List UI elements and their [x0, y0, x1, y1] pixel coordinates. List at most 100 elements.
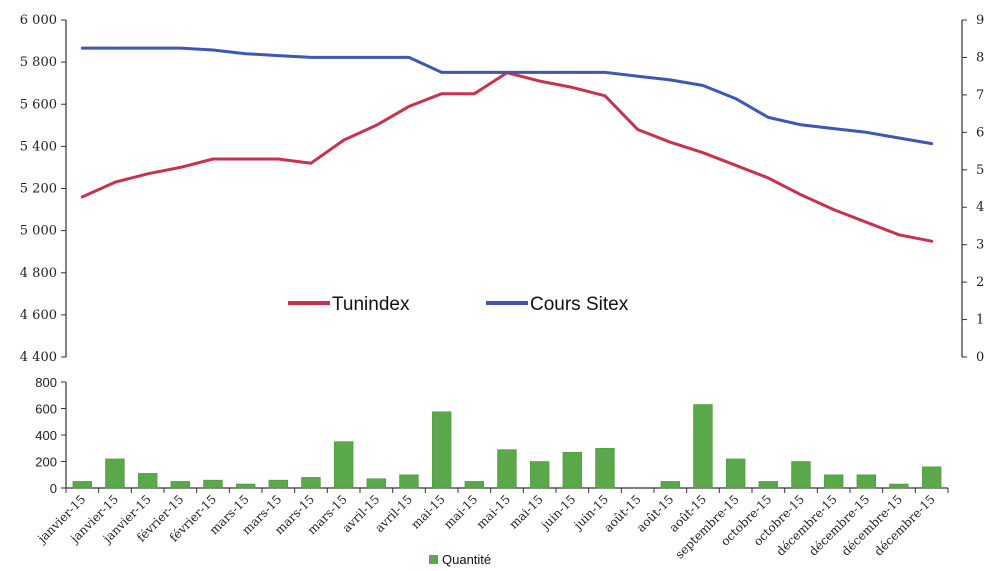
- bar-quantite: [170, 481, 191, 489]
- series-point-tunindex: [440, 92, 443, 95]
- series-point-cours-sitex: [440, 71, 443, 74]
- legend-label-quantite: Quantité: [442, 552, 491, 567]
- bar-quantite: [105, 458, 125, 489]
- bar-quantite: [268, 479, 289, 489]
- series-point-tunindex: [701, 151, 705, 154]
- series-point-cours-sitex: [636, 75, 639, 78]
- left-y-tick-label: 4 400: [20, 350, 57, 365]
- series-point-tunindex: [244, 157, 247, 161]
- bar-quantite: [856, 474, 877, 489]
- series-point-cours-sitex: [407, 56, 411, 59]
- series-point-cours-sitex: [538, 71, 541, 74]
- series-point-tunindex: [473, 92, 476, 95]
- bar-quantite: [333, 441, 354, 489]
- bar-quantite: [889, 483, 909, 489]
- bar-y-tick-label: 400: [35, 428, 57, 443]
- right-y-tick-label: 2: [976, 275, 984, 290]
- series-point-cours-sitex: [603, 71, 607, 74]
- series-point-cours-sitex: [865, 131, 868, 134]
- series-point-cours-sitex: [669, 78, 672, 82]
- series-point-tunindex: [636, 128, 639, 131]
- bar-quantite: [529, 461, 550, 489]
- bar-chart: 8006004002000janvier-15janvier-15janvier…: [34, 375, 949, 562]
- bar-quantite: [758, 481, 779, 489]
- legend-label-sitex: Cours Sitex: [530, 294, 629, 315]
- bar-quantite: [399, 474, 419, 489]
- x-tick-label: mai-15: [408, 492, 447, 531]
- right-y-tick-label: 5: [976, 163, 984, 178]
- series-point-tunindex: [407, 105, 411, 108]
- right-y-tick-label: 6: [976, 125, 984, 140]
- bar-quantite: [725, 458, 746, 489]
- right-y-tick-label: 3: [976, 238, 984, 253]
- series-point-cours-sitex: [734, 97, 737, 100]
- bar-quantite: [595, 448, 615, 489]
- right-y-tick-label: 7: [976, 88, 984, 103]
- series-point-cours-sitex: [342, 56, 345, 59]
- bar-quantite: [464, 481, 485, 489]
- series-point-tunindex: [538, 79, 541, 83]
- series-point-tunindex: [930, 240, 933, 243]
- series-point-tunindex: [832, 208, 835, 211]
- left-y-tick-label: 6 000: [20, 13, 57, 28]
- line-chart: 6 000 5 800 5 600 5 400 5 200 5 000 4 800 4 600…: [20, 13, 985, 365]
- series-point-cours-sitex: [309, 56, 313, 59]
- series-point-tunindex: [309, 162, 313, 165]
- line-chart-legend: Tunindex Cours Sitex: [288, 294, 629, 315]
- series-point-cours-sitex: [211, 48, 215, 52]
- legend-swatch-quantite: [429, 555, 438, 564]
- series-point-cours-sitex: [113, 46, 117, 50]
- series-point-cours-sitex: [701, 84, 705, 87]
- bar-quantite: [203, 479, 223, 489]
- bar-quantite: [562, 451, 583, 489]
- bar-quantite: [497, 449, 517, 489]
- series-point-tunindex: [734, 164, 737, 167]
- series-point-cours-sitex: [897, 136, 901, 140]
- left-y-tick-label: 5 600: [20, 97, 57, 112]
- series-point-cours-sitex: [146, 46, 149, 50]
- bar-y-tick-label: 0: [50, 481, 57, 496]
- series-point-tunindex: [571, 86, 574, 89]
- bar-y-tick-label: 600: [35, 402, 57, 417]
- left-y-tick-label: 4 800: [20, 266, 57, 281]
- bar-y-tick-label: 800: [35, 375, 57, 390]
- series-point-cours-sitex: [571, 71, 574, 74]
- x-tick-label: juin-15: [537, 492, 578, 533]
- right-y-tick-label: 1: [976, 313, 984, 328]
- series-point-cours-sitex: [505, 71, 509, 74]
- series-point-cours-sitex: [799, 123, 803, 127]
- bar-quantite: [660, 481, 681, 489]
- series-point-tunindex: [669, 141, 672, 144]
- bar-quantite: [693, 404, 713, 489]
- bar-quantite: [301, 477, 321, 489]
- bar-quantite: [235, 483, 256, 489]
- series-point-tunindex: [865, 221, 868, 224]
- series-point-tunindex: [799, 193, 803, 196]
- series-point-tunindex: [603, 94, 607, 98]
- series-point-cours-sitex: [179, 46, 182, 50]
- series-point-tunindex: [211, 157, 215, 161]
- bar-chart-legend: Quantité: [429, 552, 491, 567]
- bar-quantite: [72, 481, 93, 489]
- series-point-tunindex: [113, 181, 117, 184]
- series-point-tunindex: [179, 166, 182, 169]
- series-point-tunindex: [342, 138, 345, 142]
- left-y-tick-label: 5 400: [20, 139, 57, 154]
- series-point-cours-sitex: [832, 127, 835, 130]
- series-point-cours-sitex: [375, 56, 378, 59]
- bar-quantite: [431, 411, 452, 489]
- series-point-tunindex: [146, 172, 149, 175]
- left-y-tick-label: 4 600: [20, 308, 57, 323]
- series-point-cours-sitex: [244, 52, 247, 55]
- series-point-tunindex: [375, 124, 378, 127]
- bar-quantite: [366, 478, 387, 489]
- bar-quantite: [921, 466, 942, 489]
- series-point-cours-sitex: [767, 116, 770, 119]
- right-y-tick-label: 8: [976, 50, 984, 65]
- left-y-tick-label: 5 200: [20, 182, 57, 197]
- series-point-cours-sitex: [473, 71, 476, 74]
- series-line-tunindex: [80, 71, 934, 243]
- series-point-cours-sitex: [81, 46, 84, 50]
- right-y-tick-label: 0: [976, 350, 984, 365]
